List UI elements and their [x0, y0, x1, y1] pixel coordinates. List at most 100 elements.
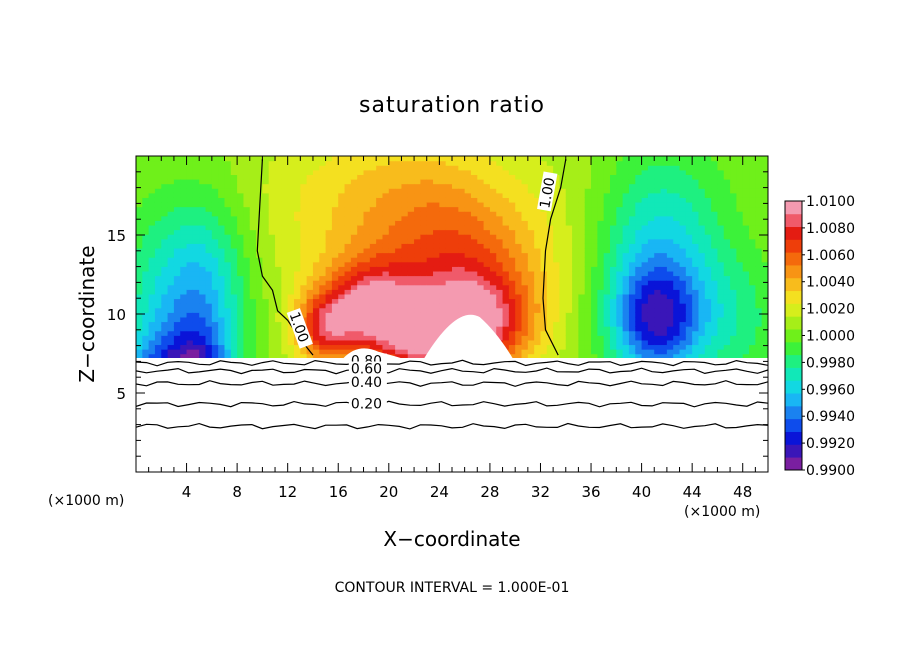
heatmap-cell — [730, 197, 737, 203]
heatmap-cell — [635, 289, 643, 295]
heatmap-cell — [654, 335, 662, 341]
heatmap-cell — [527, 293, 535, 300]
heatmap-cell — [148, 312, 156, 318]
heatmap-cell — [654, 307, 662, 313]
contour-label-bg — [348, 361, 387, 376]
heatmap-cell — [673, 266, 681, 272]
heatmap-cell — [591, 178, 598, 185]
heatmap-cell — [148, 335, 156, 341]
heatmap-cell — [660, 215, 668, 221]
heatmap-cell — [489, 160, 497, 166]
heatmap-cell — [300, 243, 308, 249]
heatmap-cell — [711, 215, 719, 221]
heatmap-cell — [142, 220, 150, 226]
heatmap-cell — [553, 188, 561, 194]
heatmap-cell — [243, 192, 251, 198]
heatmap-cell — [736, 289, 744, 295]
heatmap-cell — [281, 270, 289, 277]
heatmap-cell — [742, 303, 750, 309]
heatmap-cell — [306, 183, 314, 189]
heatmap-cell — [256, 303, 263, 309]
heatmap-cell — [515, 293, 523, 300]
heatmap-cell — [565, 234, 573, 240]
heatmap-cell — [553, 165, 561, 171]
heatmap-cell — [452, 174, 459, 180]
heatmap-cell — [610, 220, 617, 226]
heatmap-cell — [445, 188, 453, 194]
heatmap-cell — [591, 243, 598, 249]
heatmap-cell — [679, 303, 687, 309]
heatmap-cell — [647, 252, 655, 258]
heatmap-cell — [376, 330, 384, 336]
heatmap-cell — [186, 339, 194, 346]
heatmap-cell — [426, 275, 434, 281]
heatmap-cell — [597, 252, 605, 258]
heatmap-cell — [414, 298, 421, 304]
heatmap-cell — [142, 183, 150, 189]
heatmap-cell — [350, 275, 358, 281]
heatmap-cell — [275, 165, 282, 171]
heatmap-cell — [749, 211, 756, 217]
heatmap-cell — [591, 321, 598, 327]
heatmap-cell — [306, 243, 314, 249]
heatmap-cell — [527, 206, 535, 212]
heatmap-cell — [294, 298, 301, 304]
heatmap-cell — [281, 229, 289, 235]
heatmap-cell — [749, 183, 756, 189]
heatmap-cell — [369, 293, 377, 300]
heatmap-cell — [306, 252, 314, 258]
heatmap-cell — [136, 165, 143, 171]
heatmap-cell — [730, 220, 737, 226]
heatmap-cell — [338, 316, 346, 323]
heatmap-cell — [395, 321, 403, 327]
heatmap-cell — [749, 197, 756, 203]
heatmap-cell — [578, 224, 586, 231]
heatmap-cell — [382, 316, 390, 323]
heatmap-cell — [426, 326, 434, 332]
heatmap-cell — [173, 247, 181, 254]
heatmap-cell — [331, 238, 339, 244]
heatmap-cell — [742, 234, 750, 240]
heatmap-cell — [654, 169, 662, 175]
heatmap-cell — [211, 201, 219, 208]
heatmap-cell — [161, 224, 169, 231]
heatmap-cell — [148, 160, 156, 166]
heatmap-cell — [679, 156, 687, 162]
heatmap-cell — [287, 280, 295, 286]
heatmap-cell — [489, 261, 497, 267]
heatmap-cell — [256, 312, 263, 318]
heatmap-cell — [433, 261, 440, 267]
heatmap-cell — [496, 174, 504, 180]
heatmap-cell — [154, 201, 162, 208]
heatmap-cell — [445, 229, 453, 235]
heatmap-cell — [489, 316, 497, 323]
heatmap-cell — [654, 261, 662, 267]
heatmap-cell — [679, 349, 687, 355]
heatmap-cell — [357, 298, 365, 304]
heatmap-cell — [256, 247, 263, 254]
heatmap-cell — [521, 178, 529, 185]
heatmap-cell — [591, 349, 598, 355]
heatmap-cell — [723, 201, 731, 208]
heatmap-cell — [287, 169, 295, 175]
heatmap-cell — [281, 211, 289, 217]
heatmap-cell — [294, 257, 301, 263]
heatmap-cell — [142, 307, 150, 313]
heatmap-cell — [142, 339, 150, 346]
heatmap-cell — [268, 206, 276, 212]
heatmap-cell — [704, 326, 712, 332]
heatmap-cell — [319, 312, 327, 318]
heatmap-cell — [496, 183, 504, 189]
heatmap-cell — [192, 224, 200, 231]
heatmap-cell — [515, 289, 523, 295]
heatmap-cell — [426, 156, 434, 162]
heatmap-cell — [654, 280, 662, 286]
heatmap-cell — [192, 165, 200, 171]
heatmap-cell — [578, 201, 586, 208]
heatmap-cell — [610, 349, 617, 355]
heatmap-cell — [597, 211, 605, 217]
heatmap-cell — [597, 160, 605, 166]
heatmap-cell — [382, 252, 390, 258]
heatmap-cell — [761, 303, 768, 309]
heatmap-cell — [294, 197, 301, 203]
